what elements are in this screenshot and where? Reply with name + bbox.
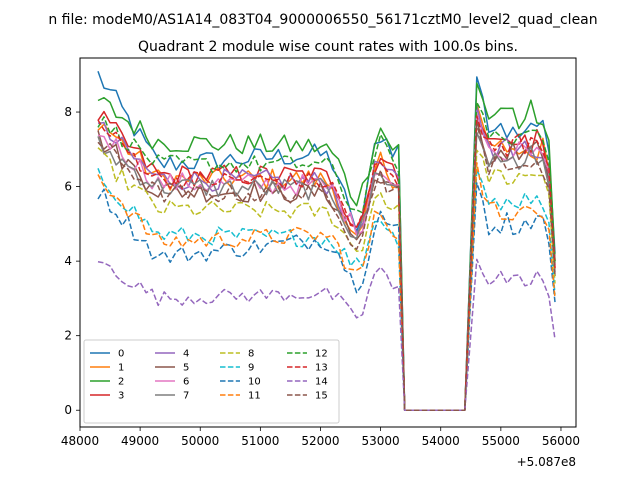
series-line-10 [97,182,556,411]
legend-label-13: 13 [315,363,328,374]
series-line-13 [97,115,556,411]
y-tick-label: 2 [64,329,72,343]
legend-label-8: 8 [248,349,254,360]
x-axis: 48000 49000 50000 51000 52000 53000 54000 55000… [61,427,580,448]
legend-label-1: 1 [118,363,124,374]
y-tick-label: 4 [64,254,72,268]
series-line-14 [97,258,556,411]
legend-label-9: 9 [248,363,254,374]
legend-label-15: 15 [315,391,328,402]
series-line-9 [97,168,556,411]
x-tick-label: 51000 [241,434,279,448]
x-tick-label: 55000 [482,434,520,448]
chart-title: Quadrant 2 module wise count rates with … [138,39,518,55]
legend-label-0: 0 [118,349,124,360]
x-tick-label: 49000 [121,434,159,448]
legend-label-14: 14 [315,377,328,388]
y-tick-label: 6 [64,180,72,194]
legend-label-2: 2 [118,377,124,388]
legend-label-12: 12 [315,349,328,360]
figure-suptitle: n file: modeM0/AS1A14_083T04_9000006550_… [48,12,597,28]
series-line-12 [97,101,556,411]
y-axis: 0 2 4 6 8 [64,105,80,417]
legend-label-7: 7 [183,391,189,402]
y-tick-label: 8 [64,105,72,119]
plot-area: 48000 49000 50000 51000 52000 53000 54000 55000… [61,57,580,469]
x-tick-label: 50000 [181,434,219,448]
legend-label-11: 11 [248,391,261,402]
plot-frame [79,57,577,428]
series-line-11 [97,162,556,411]
series-line-8 [97,147,556,411]
legend-label-6: 6 [183,377,189,388]
x-tick-label: 53000 [362,434,400,448]
legend-label-3: 3 [118,391,124,402]
series-line-15 [97,124,556,411]
legend-label-10: 10 [248,377,261,388]
series-line-5 [97,117,556,411]
legend-label-4: 4 [183,349,189,360]
x-tick-label: 54000 [422,434,460,448]
x-offset-label: +5.087e8 [517,455,576,469]
legend-frame [83,339,340,424]
x-tick-label: 52000 [301,434,339,448]
y-tick-label: 0 [64,403,72,417]
series-line-0 [97,71,556,411]
series-layer [97,71,556,411]
series-line-2 [97,82,556,411]
legend-label-5: 5 [183,363,189,374]
x-tick-label: 48000 [61,434,99,448]
x-tick-label: 56000 [542,434,580,448]
